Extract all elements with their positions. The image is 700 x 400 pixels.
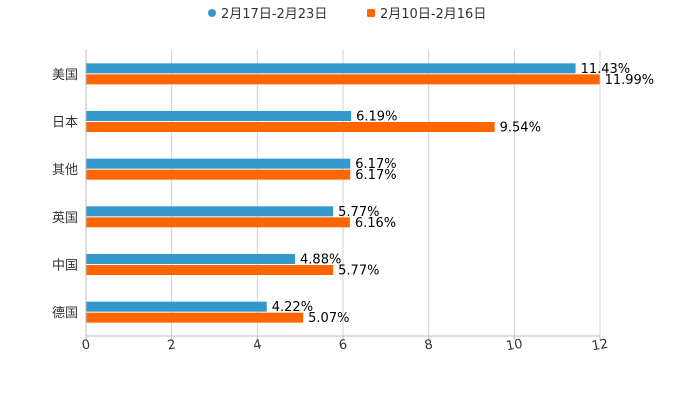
data-label-s0-0: 11.43% [581, 62, 631, 77]
grid [171, 50, 601, 336]
bar-week-feb10-4[interactable] [86, 265, 334, 275]
bars [86, 63, 600, 323]
bar-week-feb10-1[interactable] [86, 122, 495, 132]
data-label-s1-1: 9.54% [500, 121, 541, 136]
legend: 2月17日-2月23日 2月10日-2月16日 [208, 7, 486, 22]
bar-week-feb10-0[interactable] [86, 74, 600, 85]
data-label-s0-2: 6.17% [355, 157, 396, 172]
data-label-s0-1: 6.19% [356, 110, 397, 125]
category-label-0: 美国 [52, 68, 78, 83]
bar-week-feb17-0[interactable] [86, 63, 576, 74]
bar-week-feb17-5[interactable] [86, 301, 267, 312]
category-label-5: 德国 [52, 306, 78, 321]
legend-label-0[interactable]: 2月17日-2月23日 [221, 7, 327, 22]
legend-marker-0 [208, 9, 216, 17]
x-tick-label-6: 12 [591, 337, 610, 355]
bar-week-feb17-1[interactable] [86, 111, 352, 121]
data-label-s1-0: 11.99% [605, 73, 655, 88]
category-label-1: 日本 [52, 116, 78, 131]
x-tick-label-3: 6 [338, 337, 349, 353]
data-label-s0-4: 4.88% [300, 253, 341, 268]
data-label-s0-5: 4.22% [272, 300, 313, 315]
bar-week-feb17-3[interactable] [86, 206, 334, 217]
category-label-2: 其他 [52, 163, 78, 178]
x-tick-label-4: 8 [423, 337, 434, 353]
bar-week-feb10-3[interactable] [86, 217, 350, 228]
bar-week-feb10-2[interactable] [86, 169, 351, 180]
legend-label-1[interactable]: 2月10日-2月16日 [380, 7, 486, 22]
data-label-s0-3: 5.77% [338, 205, 379, 220]
legend-marker-1 [367, 9, 375, 17]
x-axis: 0 2 4 6 8 10 12 [81, 50, 610, 354]
data-label-s1-4: 5.77% [338, 264, 379, 279]
bar-week-feb10-5[interactable] [86, 312, 304, 323]
data-label-s1-2: 6.17% [355, 168, 396, 183]
data-label-s1-5: 5.07% [308, 311, 349, 326]
category-label-4: 中国 [52, 259, 78, 274]
bar-week-feb17-2[interactable] [86, 158, 351, 169]
x-tick-label-5: 10 [505, 337, 524, 355]
x-tick-label-2: 4 [252, 337, 263, 353]
bar-week-feb17-4[interactable] [86, 254, 296, 264]
category-label-3: 英国 [52, 211, 78, 226]
data-labels: 11.43%11.99%6.19%9.54%6.17%6.17%5.77%6.1… [272, 62, 654, 326]
x-tick-label-1: 2 [166, 337, 177, 353]
data-label-s1-3: 6.16% [355, 216, 396, 231]
x-tick-label-0: 0 [81, 337, 92, 353]
